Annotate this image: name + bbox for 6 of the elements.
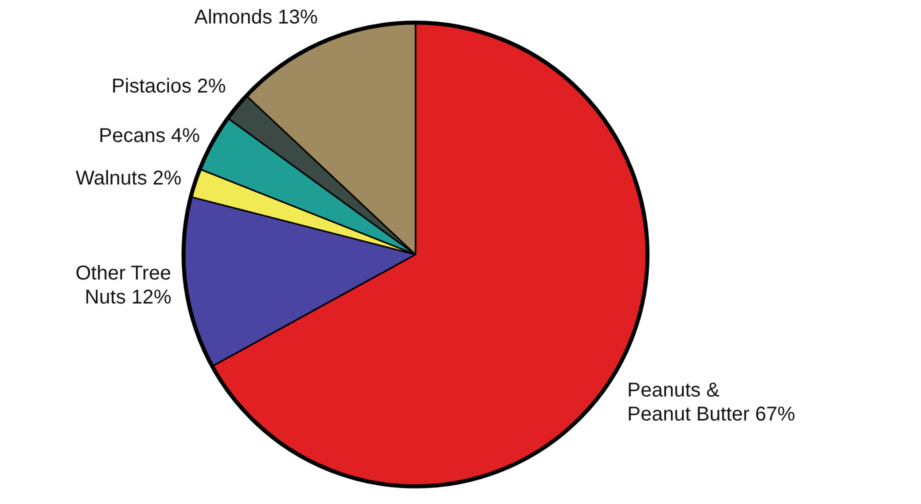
slice-label: Almonds 13% — [194, 6, 318, 29]
slice-label: Other Tree Nuts 12% — [75, 262, 172, 308]
slice-label: Peanuts & Peanut Butter 67% — [627, 380, 796, 426]
slice-label: Pistacios 2% — [111, 76, 226, 98]
slice-label: Pecans 4% — [98, 124, 200, 147]
slice-label: Walnuts 2% — [76, 167, 182, 190]
